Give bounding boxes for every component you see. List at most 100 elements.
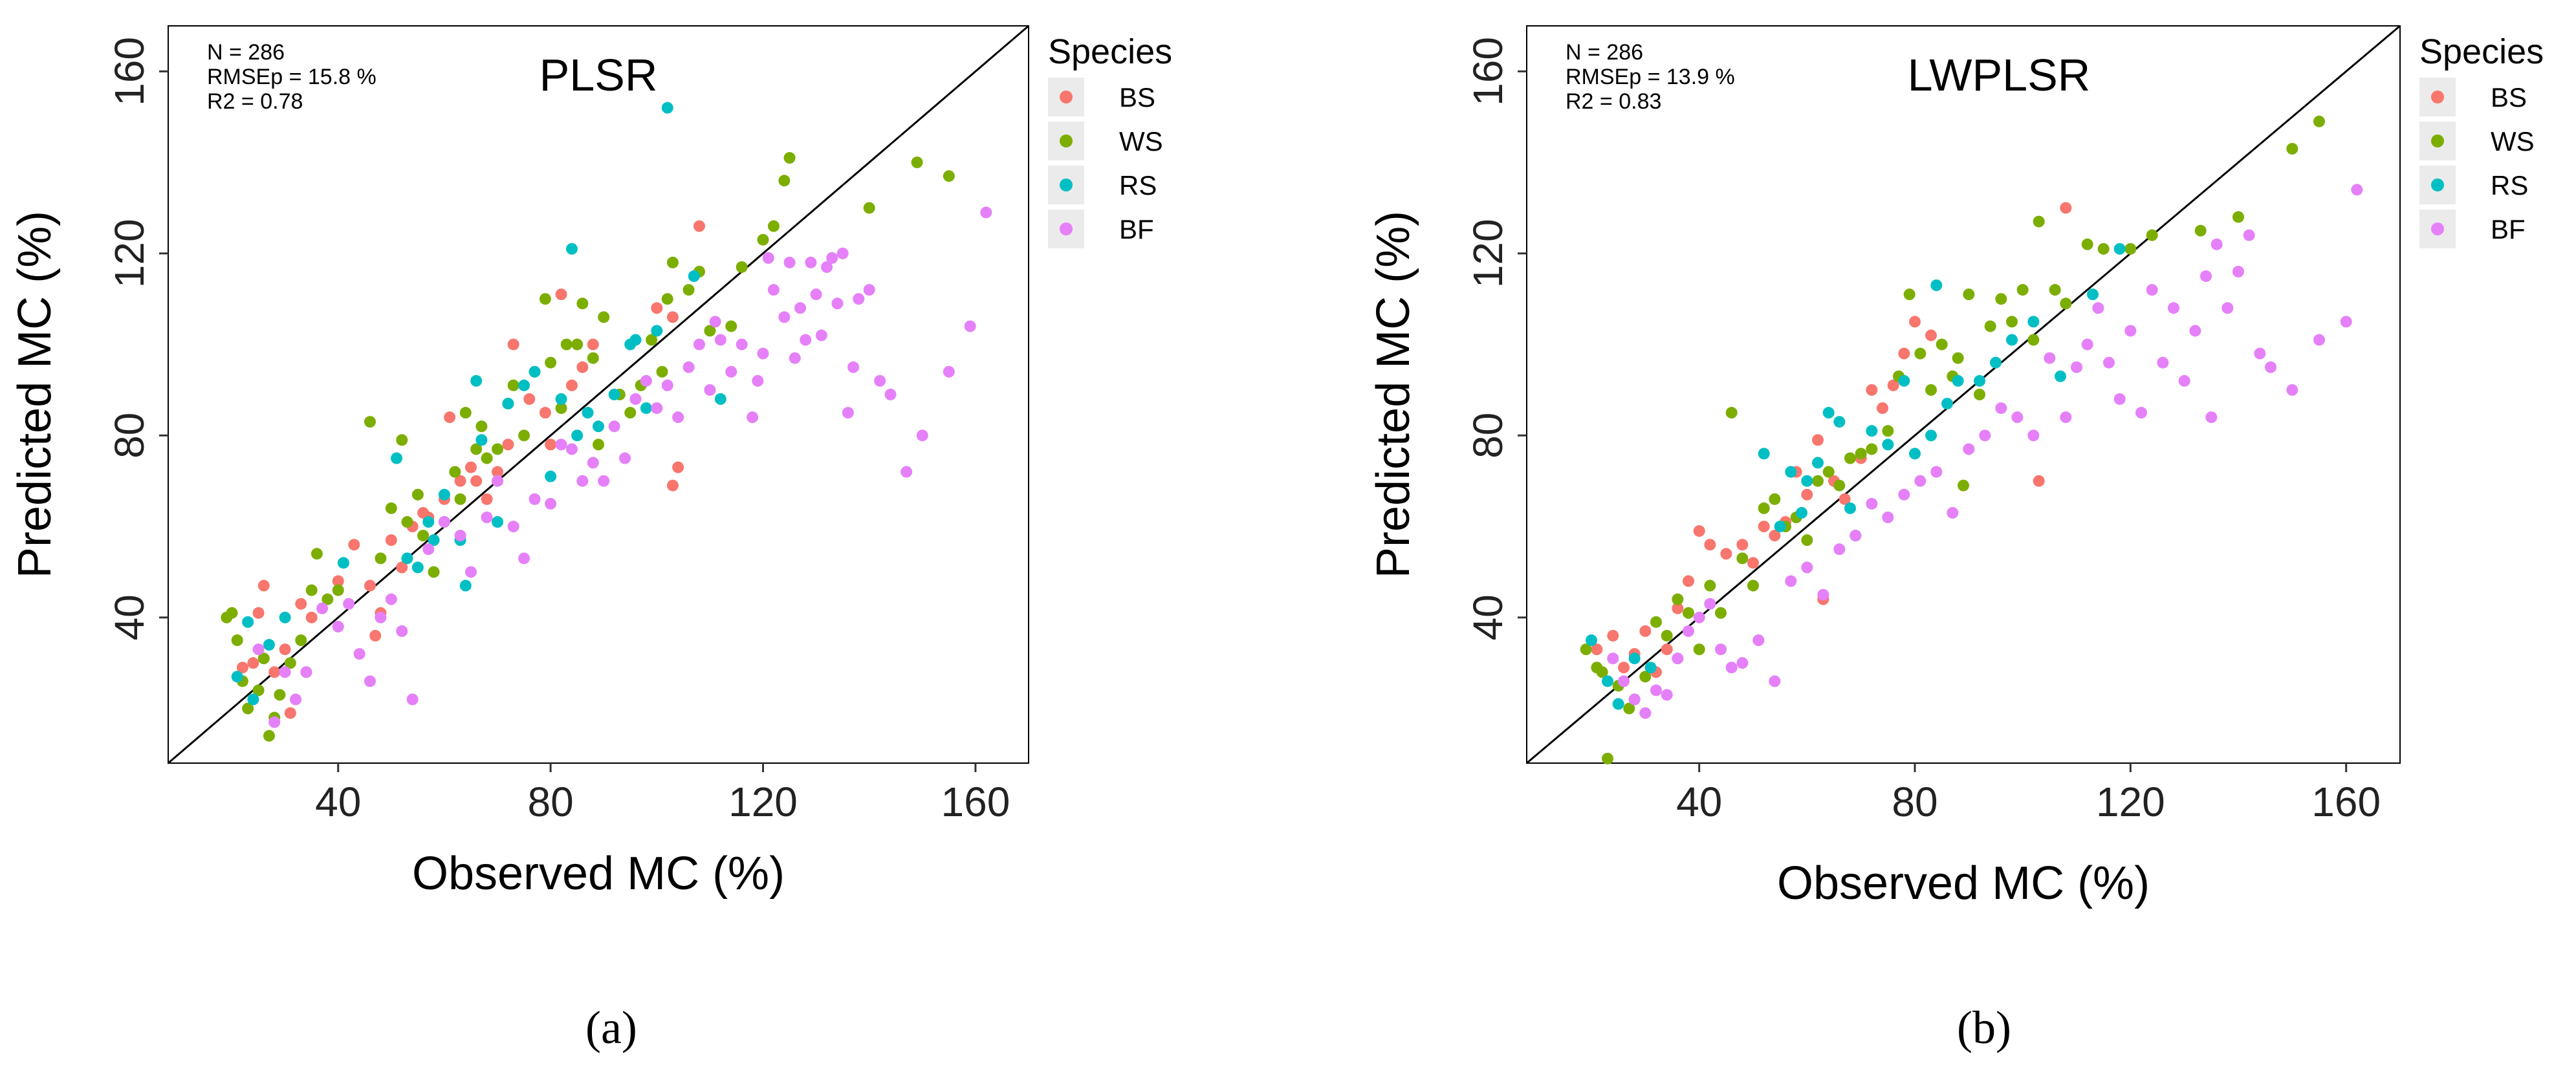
data-point-bs xyxy=(236,662,248,674)
data-point-bs xyxy=(587,338,599,351)
data-point-ws xyxy=(2081,238,2093,250)
data-point-rs xyxy=(1586,634,1597,646)
data-point-bf xyxy=(709,316,721,328)
data-point-rs xyxy=(1822,407,1835,419)
data-point-ws xyxy=(555,402,567,415)
data-point-bs xyxy=(1693,525,1705,537)
data-point-bs xyxy=(651,302,663,314)
data-point-ws xyxy=(1661,629,1673,642)
data-point-bs xyxy=(464,461,477,473)
data-point-rs xyxy=(502,398,514,410)
data-point-bf xyxy=(1683,625,1694,637)
data-point-rs xyxy=(529,365,541,378)
data-point-bf xyxy=(901,466,913,478)
data-point-bs xyxy=(1839,493,1851,505)
data-point-bf xyxy=(2092,302,2104,314)
data-point-rs xyxy=(1990,356,2002,369)
data-point-ws xyxy=(2124,243,2137,255)
data-point-rs xyxy=(411,561,424,574)
data-point-bf xyxy=(1736,657,1749,669)
data-point-bf xyxy=(385,593,397,605)
data-point-rs xyxy=(1974,374,1985,387)
data-point-ws xyxy=(274,689,286,701)
data-point-bs xyxy=(1736,539,1749,551)
data-point-bf xyxy=(1833,543,1846,556)
data-point-ws xyxy=(1580,643,1592,656)
panel-caption-a: (a) xyxy=(585,1002,637,1053)
data-point-ws xyxy=(1995,293,2007,305)
data-point-ws xyxy=(411,488,424,501)
data-point-rs xyxy=(1930,279,1943,292)
data-point-rs xyxy=(1941,398,1953,410)
data-point-bs xyxy=(672,461,684,473)
data-point-bs xyxy=(545,438,557,451)
data-point-ws xyxy=(1833,479,1846,491)
data-point-ws xyxy=(1812,475,1824,487)
data-point-ws xyxy=(449,466,461,478)
data-point-bs xyxy=(576,361,589,373)
data-point-bs xyxy=(332,575,344,587)
data-point-ws xyxy=(778,175,791,187)
data-point-ws xyxy=(783,152,796,164)
data-point-ws xyxy=(1958,479,1969,491)
data-point-bs xyxy=(247,657,259,669)
data-point-bf xyxy=(2243,229,2255,241)
data-point-rs xyxy=(1785,466,1797,478)
y-tick-label: 120 xyxy=(106,219,153,288)
data-point-bf xyxy=(1995,402,2007,415)
data-point-rs xyxy=(1801,475,1813,487)
legend-label: BS xyxy=(1119,82,1155,113)
data-point-rs xyxy=(629,334,642,346)
legend-label: WS xyxy=(1119,126,1163,157)
data-point-bf xyxy=(1715,643,1727,656)
data-point-ws xyxy=(666,256,679,268)
data-point-bs xyxy=(1672,602,1684,614)
data-point-bf xyxy=(2081,338,2093,351)
data-point-bf xyxy=(805,256,817,268)
data-point-ws xyxy=(704,325,716,337)
data-point-bs xyxy=(1898,347,1910,360)
data-point-ws xyxy=(1855,448,1867,460)
data-point-bs xyxy=(1866,383,1878,396)
data-point-ws xyxy=(2232,211,2244,223)
data-point-rs xyxy=(518,379,530,391)
data-point-bf xyxy=(747,411,759,424)
data-point-bf xyxy=(565,443,578,455)
data-point-ws xyxy=(1882,425,1894,437)
x-tick-label: 160 xyxy=(941,779,1010,825)
data-point-bs xyxy=(693,220,705,232)
data-point-bs xyxy=(364,579,376,592)
data-point-bf xyxy=(619,452,631,464)
data-point-ws xyxy=(231,634,243,646)
data-point-bs xyxy=(396,561,408,574)
data-point-bf xyxy=(343,598,355,610)
data-point-bs xyxy=(1769,530,1781,542)
data-point-rs xyxy=(640,402,652,415)
y-tick-label: 160 xyxy=(106,37,153,106)
data-point-bf xyxy=(736,338,748,351)
data-point-bf xyxy=(464,566,477,578)
data-point-bf xyxy=(661,379,673,391)
data-point-ws xyxy=(263,729,275,742)
data-point-rs xyxy=(555,393,567,405)
data-point-bf xyxy=(714,334,726,346)
data-point-rs xyxy=(565,243,578,255)
data-point-ws xyxy=(1704,579,1716,592)
data-point-ws xyxy=(1914,347,1927,360)
data-point-ws xyxy=(305,584,318,596)
data-point-rs xyxy=(337,557,349,569)
data-point-ws xyxy=(593,438,604,451)
data-point-bf xyxy=(518,552,530,565)
data-point-bs xyxy=(1877,402,1888,415)
data-point-rs xyxy=(608,389,620,400)
data-point-bs xyxy=(1607,629,1619,642)
data-point-bs xyxy=(385,534,397,546)
data-point-ws xyxy=(385,502,397,514)
data-point-bf xyxy=(2113,393,2126,405)
data-point-bf xyxy=(290,693,302,706)
data-point-bf xyxy=(863,284,875,296)
data-point-bf xyxy=(375,611,387,623)
data-point-ws xyxy=(545,356,557,369)
data-point-bf xyxy=(2200,270,2212,283)
data-point-bf xyxy=(874,374,886,387)
